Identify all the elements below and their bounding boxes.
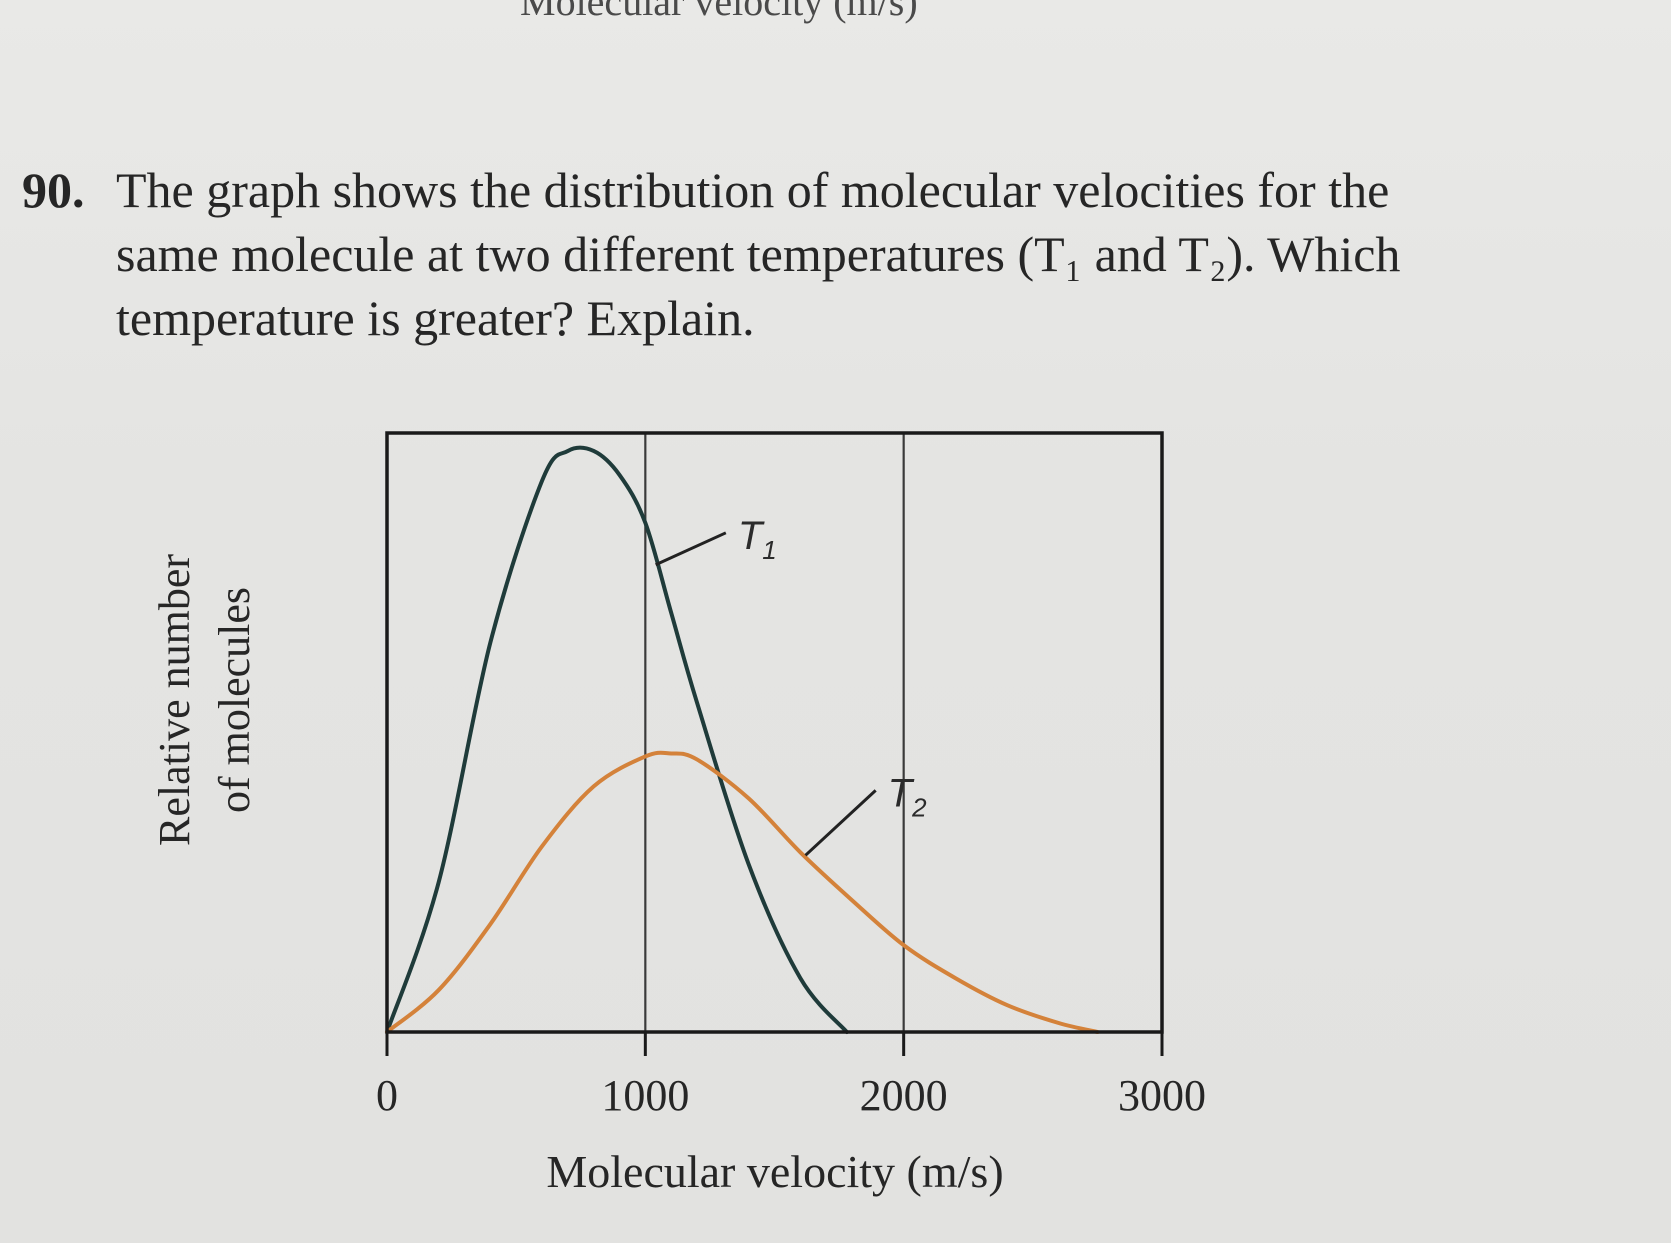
question-text: The graph shows the distribution of mole… — [116, 158, 1556, 350]
question-number: 90. — [22, 162, 85, 218]
question-line-2: same molecule at two different temperatu… — [116, 226, 1401, 282]
question-line-3: temperature is greater? Explain. — [116, 290, 755, 346]
x-tick-label-3000: 3000 — [1118, 1071, 1206, 1120]
x-axis-label: Molecular velocity (m/s) — [546, 1146, 1004, 1197]
series-line-T1 — [385, 445, 849, 1034]
series-label-T2: T2 — [888, 771, 927, 822]
series-line-T2 — [385, 750, 1100, 1034]
cut-off-axis-label: Molecular velocity (m/s) — [520, 0, 918, 24]
x-tick-label-0: 0 — [376, 1071, 398, 1120]
x-tick-label-1000: 1000 — [601, 1071, 690, 1120]
x-tick-label-2000: 2000 — [859, 1071, 948, 1120]
plot-frame — [385, 431, 1164, 1034]
leader-line-T1 — [655, 531, 727, 567]
series-label-T1: T1 — [738, 514, 777, 565]
question-line-1: The graph shows the distribution of mole… — [116, 162, 1390, 218]
leader-line-T2 — [804, 789, 877, 857]
